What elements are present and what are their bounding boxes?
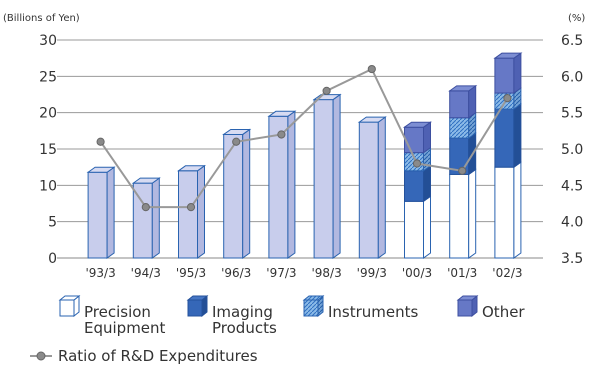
- legend-swatch: [186, 294, 209, 318]
- y-left-tick-label: 10: [39, 178, 57, 194]
- y-right-unit-label: (%): [568, 13, 585, 24]
- y-right-tick-label: 6.0: [561, 69, 583, 85]
- ratio-point: [277, 130, 286, 139]
- bar-segment: [404, 164, 431, 203]
- ratio-point: [186, 203, 196, 212]
- bar-segment: [449, 111, 477, 140]
- bar: [357, 116, 387, 259]
- x-tick-label: '93/3: [85, 266, 115, 280]
- y-left-unit-label: (Billions of Yen): [3, 13, 80, 24]
- y-axis-left: 0 5 10 15 20 25 30: [39, 33, 57, 267]
- bar: [222, 128, 252, 259]
- legend-label: Imaging: [212, 303, 273, 321]
- ratio-point: [458, 166, 467, 175]
- x-tick-label: '00/3: [402, 266, 432, 280]
- bar-segment: [493, 52, 523, 95]
- x-tick-label: '02/3: [492, 266, 522, 280]
- y-left-tick-label: 25: [39, 69, 57, 85]
- x-tick-label: '98/3: [311, 266, 341, 280]
- ratio-point: [367, 64, 376, 74]
- legend-swatch: [302, 294, 325, 318]
- y-left-tick-label: 30: [39, 33, 57, 49]
- y-right-tick-label: 5.5: [561, 106, 583, 122]
- legend-line-marker: [30, 351, 52, 361]
- bar: [312, 93, 342, 259]
- bar-segment: [404, 195, 431, 259]
- ratio-point: [232, 137, 241, 146]
- legend-swatch: [456, 294, 479, 318]
- ratio-line-series: [96, 64, 512, 212]
- ratio-line: [99, 67, 509, 209]
- legend-label: Equipment: [84, 319, 166, 337]
- y-left-tick-label: 20: [39, 106, 57, 122]
- legend-label: Instruments: [328, 303, 419, 321]
- legend-label: Other: [482, 303, 525, 321]
- y-right-tick-label: 4.5: [561, 178, 583, 194]
- x-tick-label: '96/3: [221, 266, 251, 280]
- x-axis: '93/3 '94/3 '95/3 '96/3 '97/3 '98/3 '99/3 '00/3…: [85, 266, 522, 280]
- y-axis-right: 3.5 4.0 4.5 5.0 5.5 6.0 6.5: [561, 33, 583, 267]
- y-left-tick-label: 5: [48, 215, 57, 231]
- bars: [86, 52, 523, 259]
- x-tick-label: '94/3: [131, 266, 161, 280]
- x-tick-label: '97/3: [266, 266, 296, 280]
- bar-segment: [448, 84, 478, 119]
- ratio-point: [412, 159, 422, 168]
- y-right-tick-label: 5.0: [561, 142, 583, 158]
- ratio-point: [141, 203, 150, 212]
- x-tick-label: '01/3: [447, 266, 477, 280]
- bar: [176, 164, 207, 259]
- ratio-point: [96, 137, 105, 146]
- bar: [131, 177, 161, 259]
- y-right-tick-label: 3.5: [561, 251, 583, 267]
- bar: [267, 110, 297, 259]
- legend-label: Ratio of R&D Expenditures: [58, 347, 258, 365]
- y-left-tick-label: 15: [39, 142, 57, 158]
- x-tick-label: '95/3: [176, 266, 206, 280]
- ratio-point: [503, 94, 512, 103]
- legend-label: Products: [212, 319, 277, 337]
- bar: [86, 166, 116, 259]
- x-tick-label: '99/3: [357, 266, 387, 280]
- legend-swatch: [58, 294, 81, 318]
- bar-segment: [449, 168, 477, 259]
- bar-segment: [494, 161, 522, 259]
- y-right-tick-label: 6.5: [561, 33, 583, 49]
- ratio-point: [322, 86, 331, 95]
- legend-label: Precision: [84, 303, 151, 321]
- y-left-tick-label: 0: [48, 251, 57, 267]
- y-right-tick-label: 4.0: [561, 215, 583, 231]
- bar-segment: [402, 121, 433, 154]
